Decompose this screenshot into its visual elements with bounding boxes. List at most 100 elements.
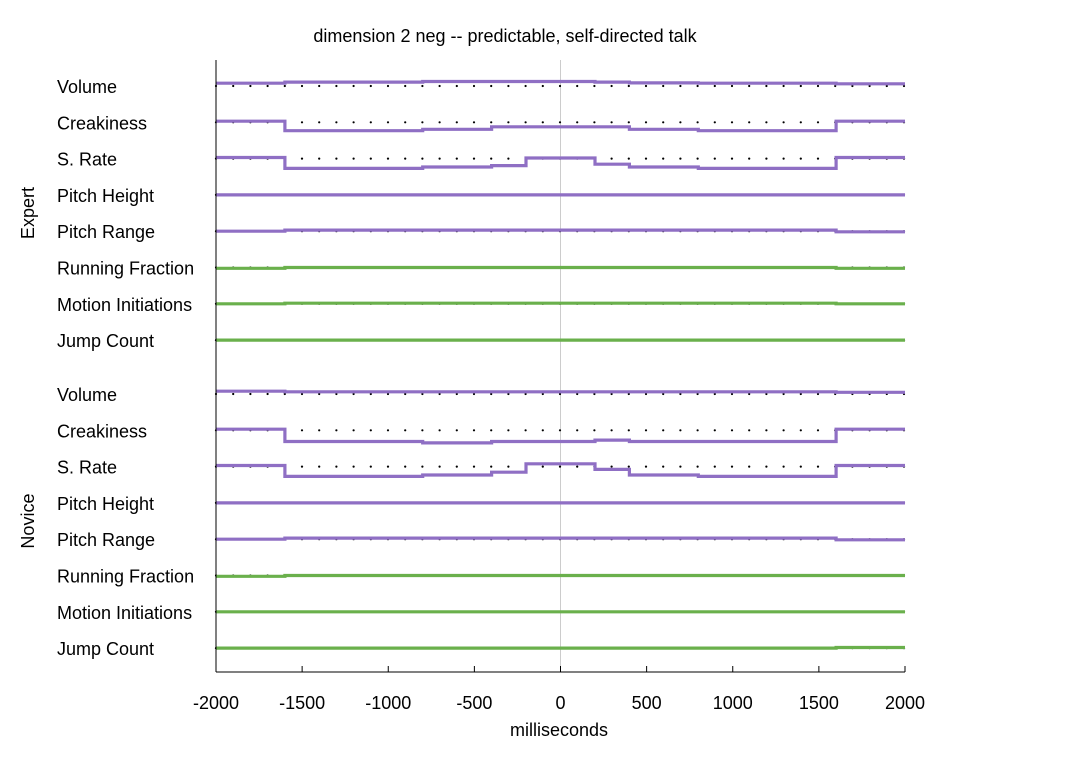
baseline-dot xyxy=(576,429,579,432)
baseline-dot xyxy=(696,465,699,468)
baseline-dot xyxy=(816,465,820,468)
baseline-dot xyxy=(662,157,665,160)
feature-label: S. Rate xyxy=(57,458,117,478)
baseline-dot xyxy=(490,465,493,468)
baseline-dots xyxy=(214,465,906,468)
baseline-dot xyxy=(490,121,493,124)
feature-row: Pitch Range xyxy=(57,530,906,550)
feature-row: Jump Count xyxy=(57,639,906,659)
feature-row: Volume xyxy=(57,77,906,97)
baseline-dot xyxy=(627,157,630,160)
baseline-dot xyxy=(507,84,510,88)
baseline-dot xyxy=(369,121,372,124)
baseline-dot xyxy=(558,84,562,88)
baseline-dot xyxy=(748,465,751,468)
baseline-dot xyxy=(421,429,424,432)
baseline-dot xyxy=(610,121,613,124)
x-tick-label: -2000 xyxy=(193,693,239,713)
plot-area: Expert Volume Creakiness S. Rate Pitch Heigh… xyxy=(18,60,906,672)
baseline-dot xyxy=(713,392,716,396)
x-tick-label: 2000 xyxy=(885,693,925,713)
baseline-dot xyxy=(644,465,648,468)
series-line-pitch-range xyxy=(216,228,905,234)
baseline-dot xyxy=(627,429,630,432)
baseline-dot xyxy=(816,84,820,88)
baseline-dot xyxy=(730,121,734,124)
baseline-dot xyxy=(352,392,355,396)
group-novice: Novice Volume Creakiness S. Rate Pitch Heigh… xyxy=(18,385,906,659)
baseline-dot xyxy=(472,465,476,468)
feature-row: Motion Initiations xyxy=(57,295,906,315)
baseline-dot xyxy=(490,392,493,396)
baseline-dot xyxy=(507,465,510,468)
group-expert: Expert Volume Creakiness S. Rate Pitch Heigh… xyxy=(18,77,906,351)
baseline-dot xyxy=(524,84,527,88)
baseline-dot xyxy=(679,157,682,160)
baseline-dot xyxy=(816,429,820,432)
baseline-dot xyxy=(610,465,613,468)
series-line-creakiness xyxy=(216,427,905,445)
baseline-dot xyxy=(713,121,716,124)
baseline-dot xyxy=(421,157,424,160)
baseline-dot xyxy=(404,429,407,432)
baseline-dots xyxy=(214,121,906,124)
baseline-dot xyxy=(558,121,562,124)
series-line-pitch-range xyxy=(216,536,905,542)
series-line-running-fraction xyxy=(216,265,905,270)
baseline-dot xyxy=(868,84,871,88)
baseline-dot xyxy=(644,429,648,432)
baseline-dot xyxy=(541,429,544,432)
feature-label: Jump Count xyxy=(57,639,154,659)
baseline-dots xyxy=(214,84,906,88)
baseline-dot xyxy=(421,392,424,396)
baseline-dot xyxy=(679,84,682,88)
baseline-dot xyxy=(644,392,648,396)
feature-label: Creakiness xyxy=(57,113,147,133)
baseline-dot xyxy=(300,84,304,88)
baseline-dot xyxy=(369,84,372,88)
baseline-dot xyxy=(816,392,820,396)
baseline-dot xyxy=(696,157,699,160)
series-line-running-fraction xyxy=(216,573,905,578)
baseline-dots xyxy=(214,429,906,432)
baseline-dot xyxy=(765,84,768,88)
baseline-dot xyxy=(782,121,785,124)
feature-row: Motion Initiations xyxy=(57,603,906,623)
baseline-dot xyxy=(490,84,493,88)
baseline-dot xyxy=(421,465,424,468)
baseline-dot xyxy=(386,121,390,124)
baseline-dot xyxy=(455,465,458,468)
baseline-dot xyxy=(748,429,751,432)
feature-row: Running Fraction xyxy=(57,259,906,279)
baseline-dot xyxy=(300,121,304,124)
baseline-dot xyxy=(249,84,252,88)
baseline-dot xyxy=(524,392,527,396)
baseline-dot xyxy=(455,157,458,160)
baseline-dot xyxy=(730,429,734,432)
baseline-dot xyxy=(318,121,321,124)
baseline-dot xyxy=(472,84,476,88)
baseline-dot xyxy=(610,157,613,160)
group-label: Expert xyxy=(18,187,38,239)
feature-label: Running Fraction xyxy=(57,259,194,279)
feature-row: S. Rate xyxy=(57,150,906,170)
baseline-dot xyxy=(541,121,544,124)
feature-label: Running Fraction xyxy=(57,567,194,587)
group-label: Novice xyxy=(18,494,38,549)
baseline-dot xyxy=(662,84,665,88)
baseline-dot xyxy=(730,465,734,468)
x-tick-label: 1000 xyxy=(713,693,753,713)
baseline-dot xyxy=(369,465,372,468)
baseline-dot xyxy=(369,157,372,160)
baseline-dot xyxy=(455,429,458,432)
baseline-dot xyxy=(730,157,734,160)
feature-row: Pitch Height xyxy=(57,494,906,514)
baseline-dot xyxy=(232,84,235,88)
baseline-dot xyxy=(713,157,716,160)
feature-label: Motion Initiations xyxy=(57,603,192,623)
baseline-dot xyxy=(644,157,648,160)
baseline-dot xyxy=(455,121,458,124)
baseline-dot xyxy=(730,84,734,88)
baseline-dot xyxy=(679,465,682,468)
baseline-dot xyxy=(335,465,338,468)
